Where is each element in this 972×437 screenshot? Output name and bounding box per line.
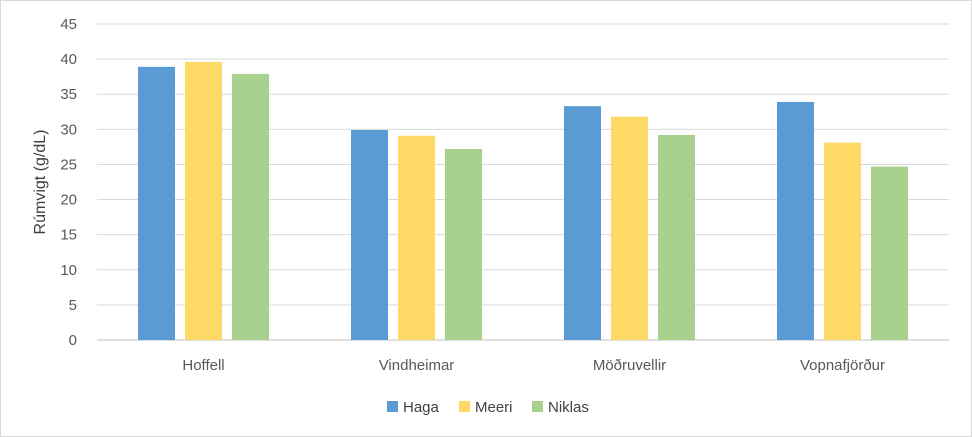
- bar-haga-3: [777, 101, 814, 341]
- y-tick-label: 25: [60, 156, 77, 173]
- bars: [138, 61, 908, 341]
- bar-niklas-3: [871, 166, 908, 340]
- x-tick-label: Möðruvellir: [593, 357, 666, 374]
- y-tick-label: 0: [69, 332, 77, 349]
- legend-label: Niklas: [548, 399, 589, 416]
- x-tick-label: Vindheimar: [379, 357, 455, 374]
- legend-swatch-meeri: [459, 401, 470, 412]
- y-tick-label: 45: [60, 16, 77, 33]
- y-tick-label: 35: [60, 86, 77, 103]
- legend-swatch-haga: [387, 401, 398, 412]
- y-tick-label: 20: [60, 192, 77, 209]
- bar-meeri-2: [611, 116, 648, 341]
- bar-haga-0: [138, 66, 175, 340]
- bar-niklas-1: [445, 148, 482, 340]
- legend: Haga Meeri Niklas: [387, 399, 589, 416]
- y-tick-label: 10: [60, 262, 77, 279]
- legend-label: Haga: [403, 399, 440, 416]
- legend-label: Meeri: [475, 399, 513, 416]
- y-tick-label: 30: [60, 121, 77, 138]
- x-tick-labels: Hoffell Vindheimar Möðruvellir Vopnafjörður: [182, 357, 885, 374]
- bar-haga-2: [564, 106, 601, 340]
- bar-meeri-0: [185, 61, 222, 341]
- gridlines: [97, 23, 949, 341]
- bar-meeri-1: [398, 135, 435, 340]
- legend-swatch-niklas: [532, 401, 543, 412]
- y-tick-label: 15: [60, 227, 77, 244]
- x-tick-label: Vopnafjörður: [800, 357, 885, 374]
- bar-niklas-0: [232, 73, 269, 340]
- bar-meeri-3: [824, 142, 861, 340]
- y-axis-title: Rúmvigt (g/dL): [32, 130, 49, 235]
- x-tick-label: Hoffell: [182, 357, 224, 374]
- y-tick-label: 5: [69, 297, 77, 314]
- y-tick-label: 40: [60, 51, 77, 68]
- bar-niklas-2: [658, 134, 695, 340]
- y-tick-labels: 0 5 10 15 20 25 30 35 40 45: [60, 16, 77, 349]
- bar-haga-1: [351, 130, 388, 340]
